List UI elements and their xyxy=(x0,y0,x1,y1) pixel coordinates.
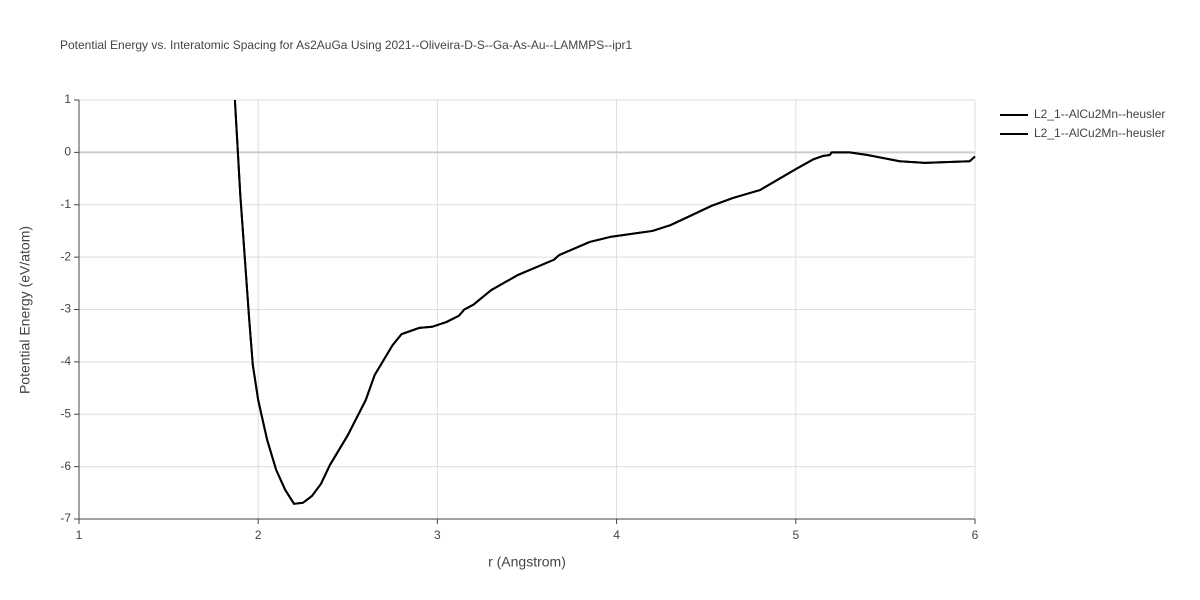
chart-title: Potential Energy vs. Interatomic Spacing… xyxy=(60,38,633,52)
y-tick-label: 1 xyxy=(64,92,71,106)
y-tick-label: -1 xyxy=(60,197,71,211)
x-tick-label: 2 xyxy=(255,528,262,542)
legend-label: L2_1--AlCu2Mn--heusler xyxy=(1034,126,1165,140)
line-series xyxy=(233,99,976,505)
y-tick-label: -2 xyxy=(60,249,71,263)
x-tick-label: 4 xyxy=(613,528,620,542)
x-tick-label: 6 xyxy=(972,528,979,542)
y-tick-label: -3 xyxy=(60,302,71,316)
y-tick-label: -7 xyxy=(60,511,71,525)
y-tick-label: 0 xyxy=(64,145,71,159)
y-axis-label: Potential Energy (eV/atom) xyxy=(17,226,33,394)
x-tick-label: 3 xyxy=(434,528,441,542)
x-tick-label: 1 xyxy=(76,528,83,542)
x-axis-label: r (Angstrom) xyxy=(488,554,566,570)
line-series xyxy=(233,99,976,505)
y-tick-label: -6 xyxy=(60,459,71,473)
y-tick-label: -4 xyxy=(60,354,71,368)
legend-label: L2_1--AlCu2Mn--heusler xyxy=(1034,107,1165,121)
x-tick-label: 5 xyxy=(792,528,799,542)
y-tick-label: -5 xyxy=(60,406,71,420)
